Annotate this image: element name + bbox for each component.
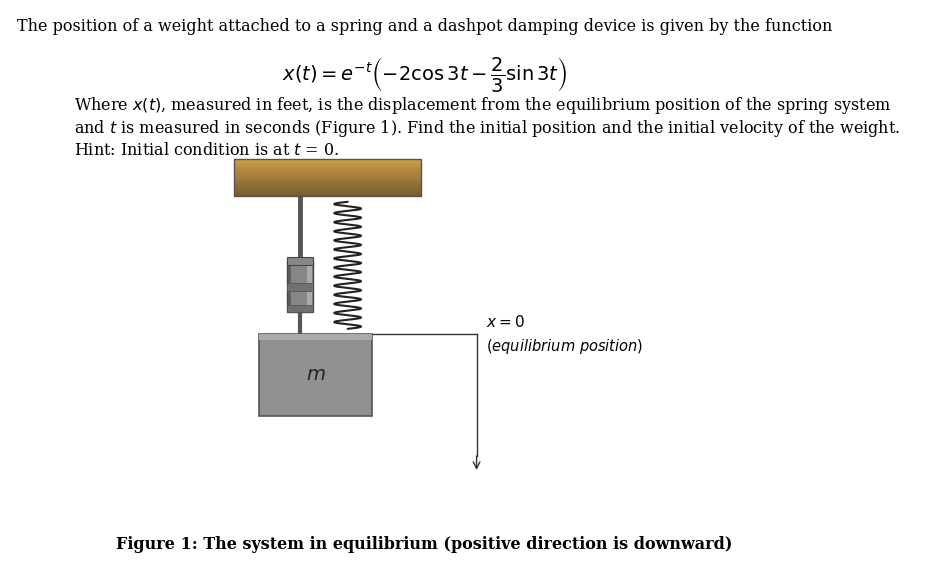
Bar xyxy=(234,164,420,165)
Bar xyxy=(286,257,313,265)
Text: The position of a weight attached to a spring and a dashpot damping device is gi: The position of a weight attached to a s… xyxy=(17,18,831,36)
Bar xyxy=(286,261,313,312)
Bar xyxy=(286,283,313,291)
Bar xyxy=(234,195,420,196)
Text: Hint: Initial condition is at $t$ = 0.: Hint: Initial condition is at $t$ = 0. xyxy=(74,142,339,159)
Bar xyxy=(234,159,420,196)
Bar xyxy=(234,186,420,187)
Bar xyxy=(234,161,420,162)
Bar xyxy=(234,191,420,192)
Bar xyxy=(234,176,420,177)
Bar xyxy=(234,168,420,169)
Bar xyxy=(234,165,420,166)
Bar xyxy=(234,169,420,170)
Bar xyxy=(234,192,420,193)
Text: $x =0$: $x =0$ xyxy=(485,314,523,330)
Bar xyxy=(259,335,372,417)
Text: Where $x(t)$, measured in feet, is the displacement from the equilibrium positio: Where $x(t)$, measured in feet, is the d… xyxy=(74,95,891,116)
Bar xyxy=(259,335,372,340)
Bar xyxy=(234,181,420,182)
Bar xyxy=(234,179,420,180)
Text: $x(t) = e^{-t}\left(-2\cos 3t - \dfrac{2}{3}\sin 3t\right)$: $x(t) = e^{-t}\left(-2\cos 3t - \dfrac{2… xyxy=(281,55,566,94)
Bar xyxy=(234,178,420,179)
Bar xyxy=(234,183,420,184)
Text: $(equilibrium\ position)$: $(equilibrium\ position)$ xyxy=(485,337,642,356)
Bar xyxy=(234,173,420,174)
Bar xyxy=(234,163,420,164)
Bar xyxy=(234,166,420,167)
Bar xyxy=(234,190,420,191)
Bar xyxy=(307,261,312,312)
Bar xyxy=(234,180,420,181)
Bar xyxy=(234,184,420,185)
Bar xyxy=(234,194,420,195)
Bar xyxy=(234,159,420,160)
Bar xyxy=(234,177,420,178)
Text: $m$: $m$ xyxy=(305,367,325,384)
Bar xyxy=(234,185,420,186)
Bar xyxy=(234,188,420,189)
Bar xyxy=(286,261,291,312)
Bar xyxy=(234,172,420,173)
Text: Figure 1: The system in equilibrium (positive direction is downward): Figure 1: The system in equilibrium (pos… xyxy=(116,536,732,553)
Text: and $t$ is measured in seconds (Figure 1). Find the initial position and the ini: and $t$ is measured in seconds (Figure 1… xyxy=(74,118,899,139)
Bar xyxy=(234,170,420,171)
Bar xyxy=(286,261,313,312)
Bar xyxy=(234,187,420,188)
Bar xyxy=(234,167,420,168)
Bar xyxy=(234,175,420,176)
Bar xyxy=(234,174,420,175)
Bar xyxy=(286,305,313,312)
Bar xyxy=(234,162,420,163)
Bar xyxy=(234,160,420,161)
Bar xyxy=(234,193,420,194)
Bar xyxy=(234,182,420,183)
Bar xyxy=(234,171,420,172)
Bar xyxy=(234,189,420,190)
